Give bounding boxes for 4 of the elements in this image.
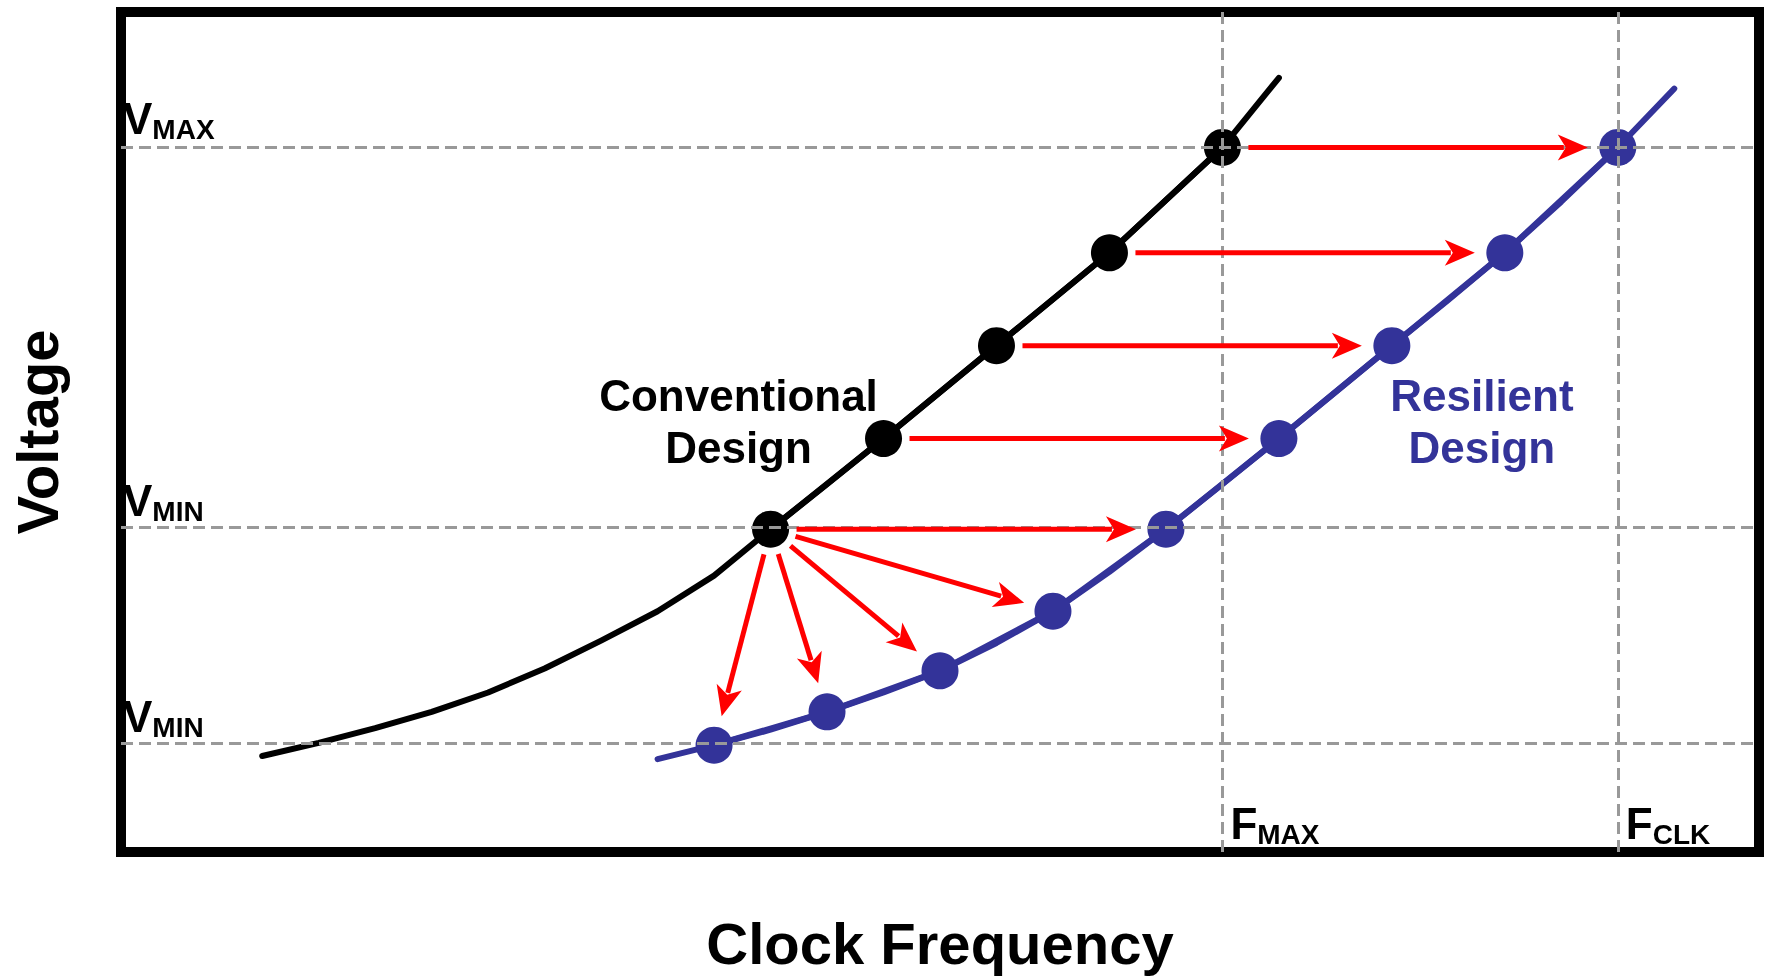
- y-axis-title: Voltage: [4, 329, 70, 535]
- series-label: Resilient Design: [1390, 371, 1574, 473]
- x-axis-title: Clock Frequency: [706, 910, 1174, 976]
- series-label: Conventional Design: [599, 371, 878, 473]
